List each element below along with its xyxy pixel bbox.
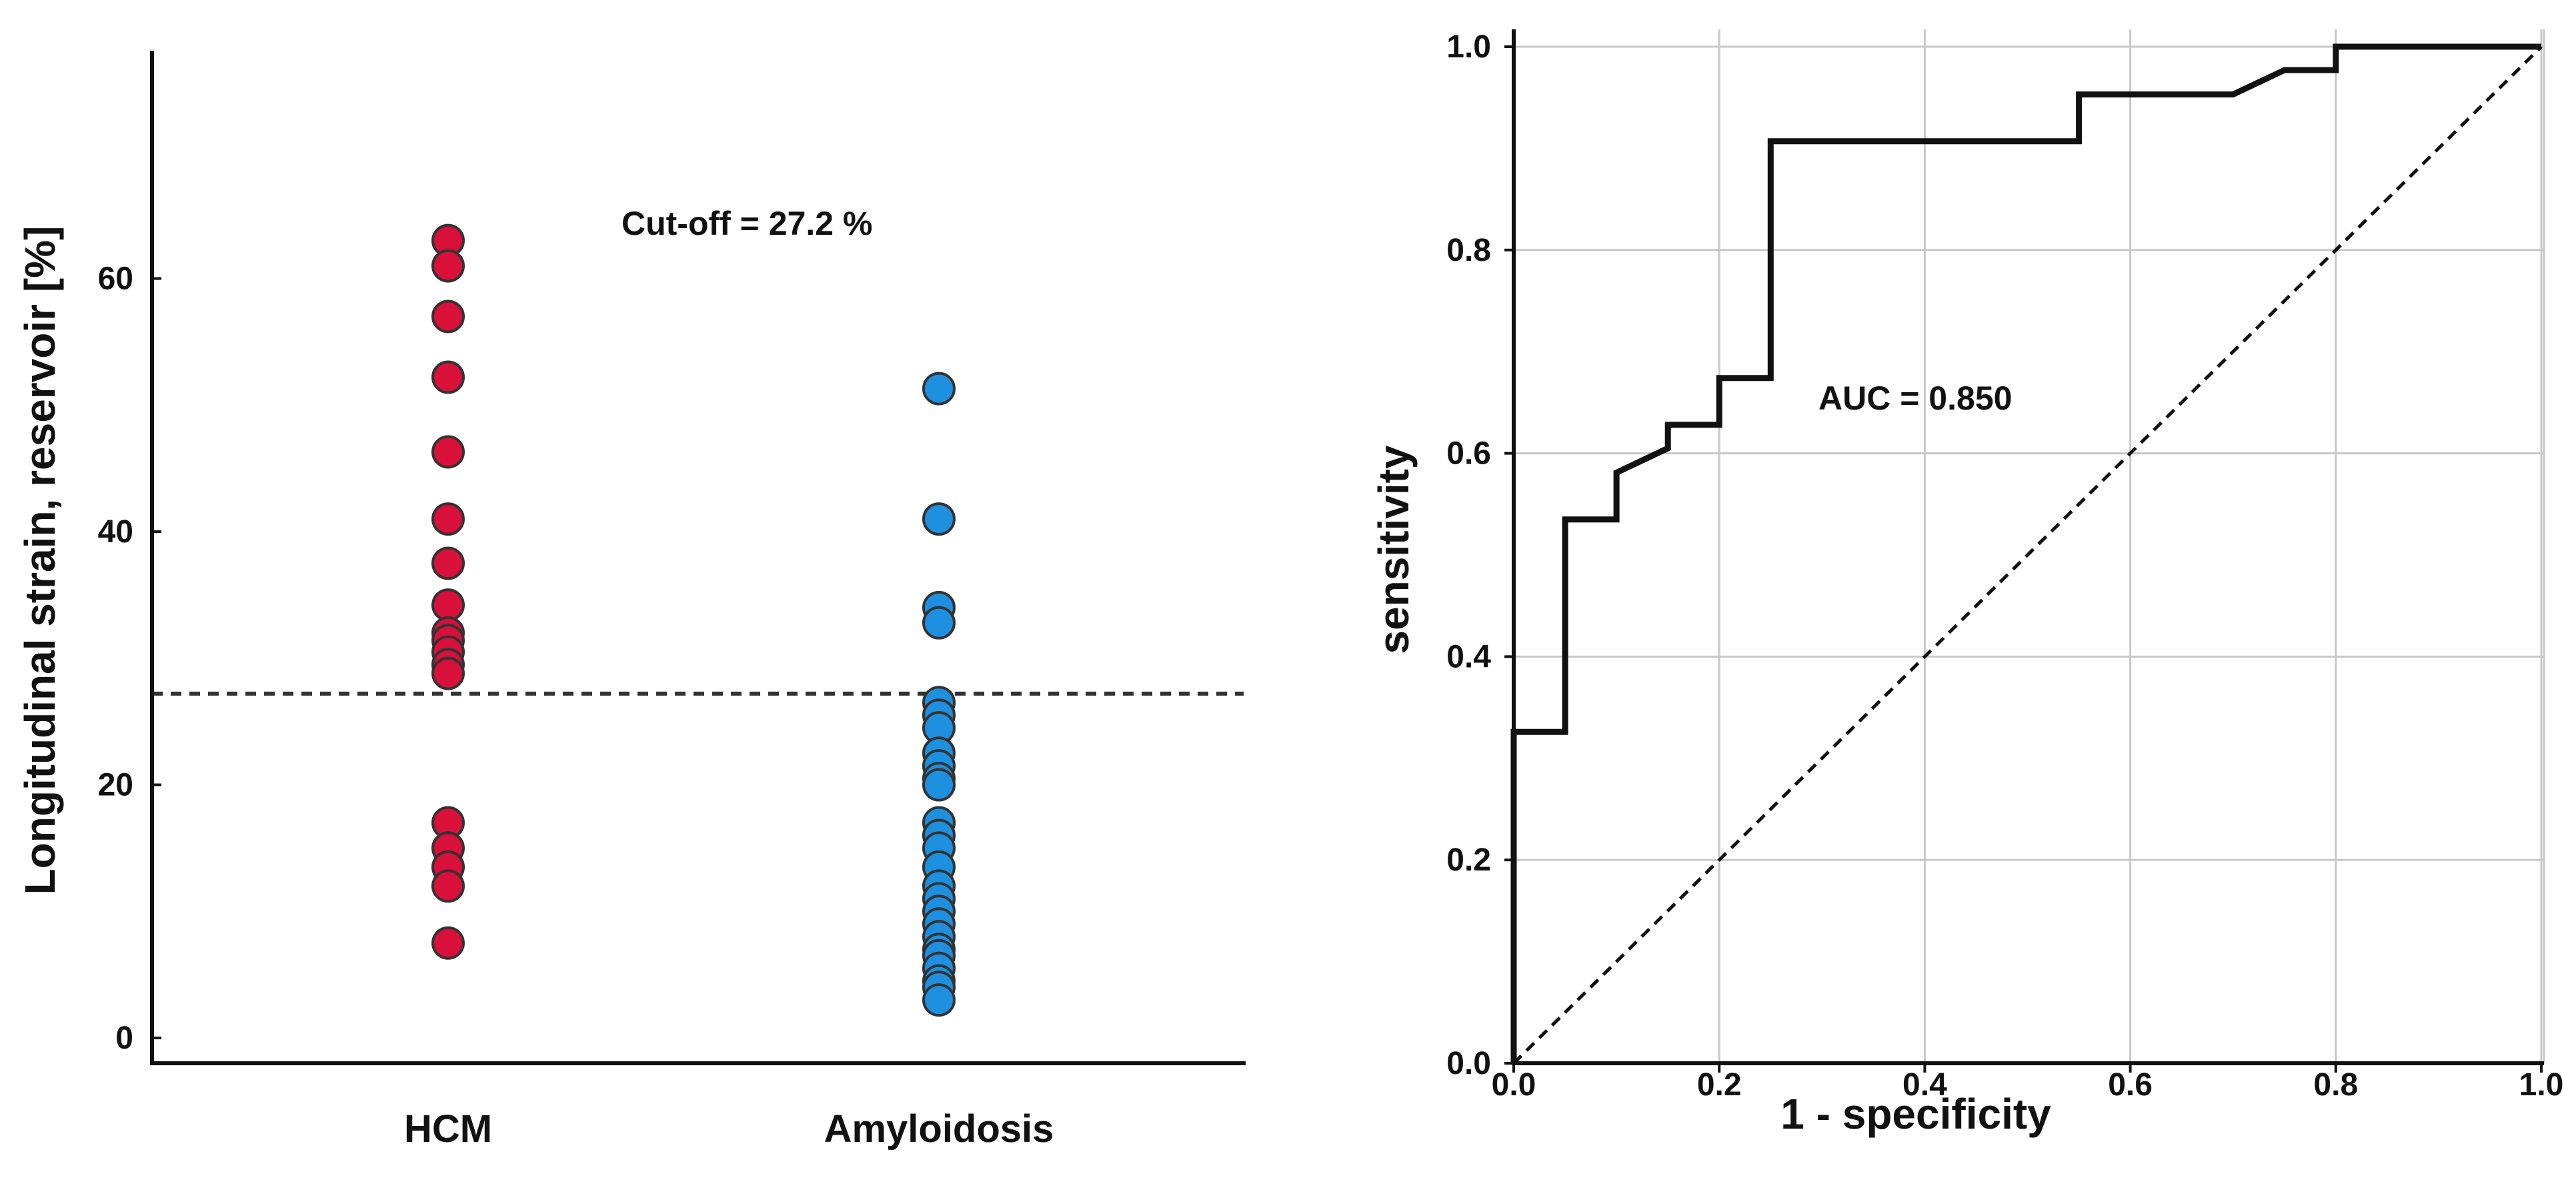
roc-y-tick-label: 0.0 [1446,1046,1491,1081]
hcm-point [431,588,465,622]
roc-y-tick-label: 0.4 [1446,639,1491,674]
cutoff-label: Cut-off = 27.2 % [621,205,872,242]
left-y-tick-label: 60 [98,261,133,297]
roc-x-tick-label: 1.0 [2519,1067,2564,1103]
left-y-ticks: 0 20 40 60 [98,261,161,1056]
roc-y-tick-label: 0.6 [1446,436,1491,472]
roc-x-tick-label: 0.0 [1492,1067,1536,1103]
auc-label: AUC = 0.850 [1818,380,2012,417]
roc-x-tick-label: 0.4 [1902,1067,1947,1103]
amyloidosis-point [922,768,956,802]
left-y-tick-label: 20 [98,768,133,803]
hcm-point [431,300,465,334]
hcm-point [431,435,465,469]
hcm-point [431,546,465,580]
roc-grid [1514,29,2545,1063]
hcm-point [431,249,465,283]
hcm-point [431,656,465,690]
left-y-tick-label: 0 [115,1021,133,1056]
hcm-point [431,869,465,903]
roc-y-tick-label: 0.8 [1446,233,1491,268]
roc-x-tick-label: 0.2 [1697,1067,1742,1103]
roc-curve-chart: 0.0 0.2 0.4 0.6 0.8 1.0 0.0 0.2 0.4 0.6 0.8 1.0 1 … [1370,29,2563,1138]
hcm-point [431,360,465,394]
left-data-points [431,223,956,1017]
amyloidosis-point [922,606,956,640]
hcm-point [431,502,465,536]
roc-x-axis-title: 1 - specificity [1780,1090,2051,1138]
roc-x-tick-label: 0.8 [2313,1067,2358,1103]
left-y-tick-label: 40 [98,514,133,550]
roc-curve-line [1510,43,2541,1063]
x-category-hcm: HCM [404,1107,492,1151]
roc-y-ticks: 0.0 0.2 0.4 0.6 0.8 1.0 [1446,29,1514,1081]
reference-diagonal-line [1512,45,2543,1065]
left-y-axis-title: Longitudinal strain, reservoir [%] [16,226,64,895]
roc-x-tick-label: 0.6 [2108,1067,2153,1103]
roc-y-tick-label: 1.0 [1446,29,1491,65]
amyloidosis-point [922,983,956,1017]
roc-y-axis-title: sensitivity [1370,445,1418,654]
roc-x-ticks: 0.0 0.2 0.4 0.6 0.8 1.0 [1492,1063,2564,1103]
amyloidosis-point [922,502,956,536]
amyloidosis-point [922,372,956,406]
x-category-amyloidosis: Amyloidosis [824,1107,1054,1151]
strain-scatter-chart: 0 20 40 60 HCM Amyloidosis Longitudinal str… [16,51,1246,1151]
roc-y-tick-label: 0.2 [1446,842,1491,878]
hcm-point [431,926,465,960]
